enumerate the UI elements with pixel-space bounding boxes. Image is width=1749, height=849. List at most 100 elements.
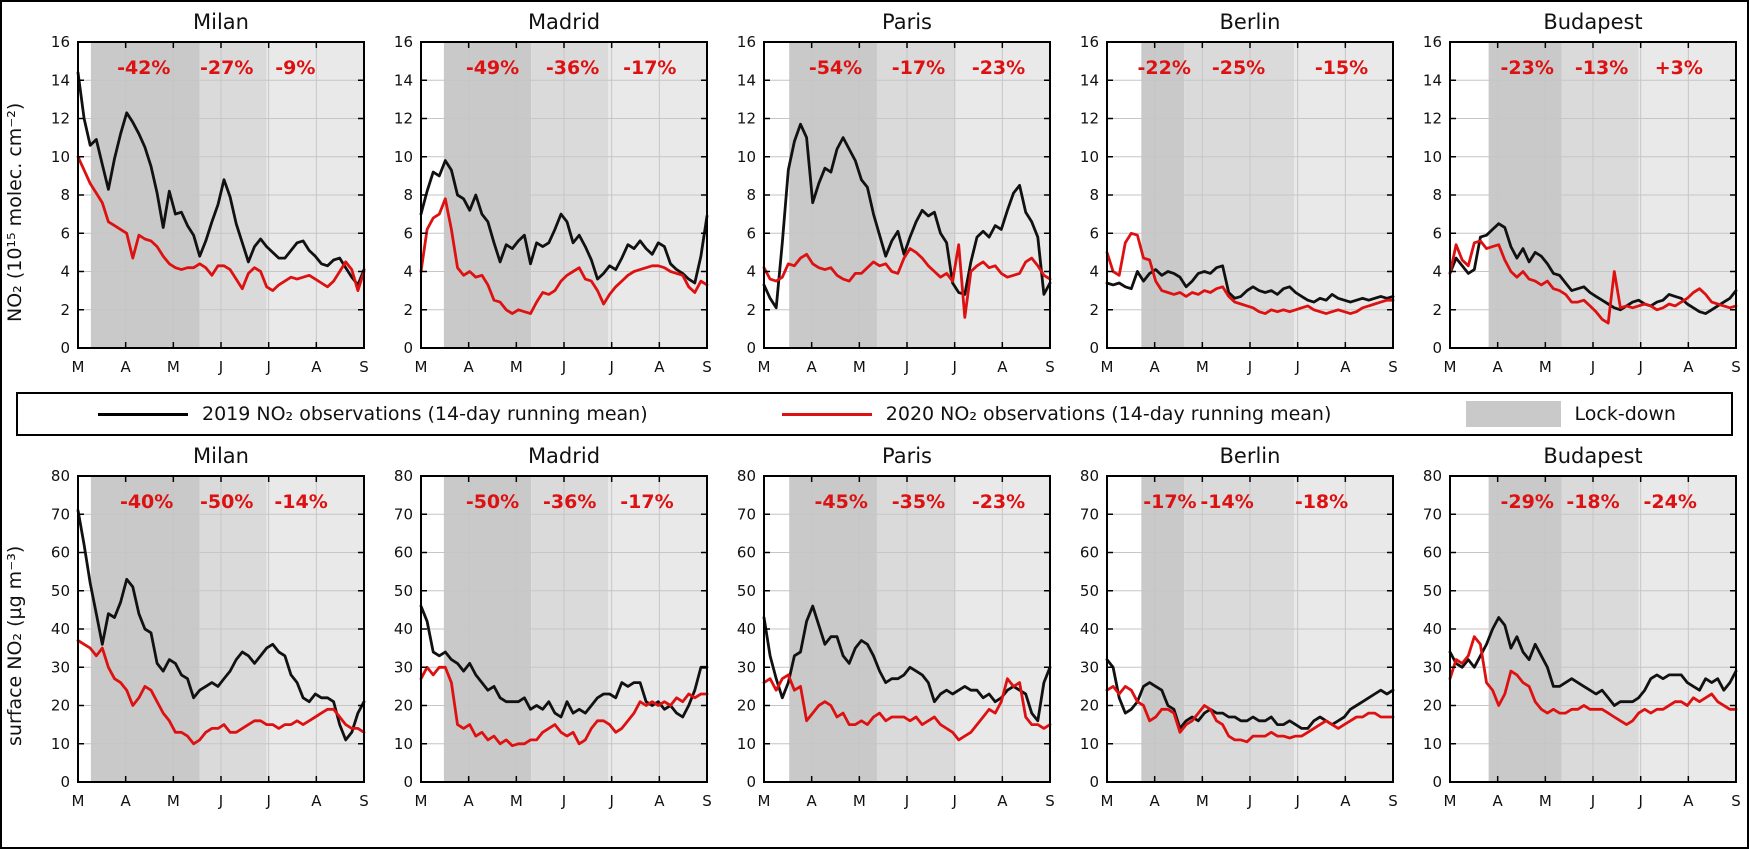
series-line-2020 xyxy=(76,639,366,746)
panel-chart: 0 10 20 30 40 50 60 70 80 M A M J J A S -45% -35% -23% xyxy=(737,470,1055,810)
annotation-label: -50% xyxy=(200,491,253,513)
y-tick-label: 16 xyxy=(51,36,70,51)
panel-budapest-column: Budapest 0 2 4 6 8 10 12 14 16 M A M J J A S -23% -13% +3% xyxy=(1404,8,1741,386)
legend-line-2019-swatch xyxy=(98,412,188,416)
y-tick-label: 50 xyxy=(1423,582,1442,600)
series-line-2019 xyxy=(419,604,709,719)
y-tick-label: 80 xyxy=(394,470,413,485)
y-tick-label: 70 xyxy=(394,505,413,523)
panel-chart: 0 10 20 30 40 50 60 70 80 M A M J J A S -50% -36% -17% xyxy=(394,470,712,810)
panel-madrid-surface: Madrid 0 10 20 30 40 50 60 70 80 M A M J J A S -50% -36% -1… xyxy=(375,442,712,820)
x-tick-label: A xyxy=(311,792,322,810)
y-tick-label: 6 xyxy=(403,224,413,242)
y-tick-label: 60 xyxy=(51,544,70,562)
y-tick-label: 16 xyxy=(1080,36,1099,51)
y-tick-label: 10 xyxy=(1080,735,1099,753)
annotation-label: -23% xyxy=(972,57,1025,79)
y-tick-label: 12 xyxy=(1423,110,1442,128)
series-line-2020 xyxy=(1448,239,1738,325)
series-line-2019 xyxy=(762,122,1052,310)
legend-item-2020: 2020 NO₂ observations (14-day running me… xyxy=(781,403,1331,425)
x-tick-label: J xyxy=(1637,358,1642,376)
legend-item-lockdown: Lock-down xyxy=(1465,401,1676,427)
y-tick-label: 20 xyxy=(1423,697,1442,715)
y-tick-label: 8 xyxy=(403,186,413,204)
panel-chart: 0 2 4 6 8 10 12 14 16 M A M J J A S -49% -36% -17% xyxy=(394,36,712,376)
x-tick-label: J xyxy=(265,792,270,810)
series-line-2019 xyxy=(76,509,366,742)
y-tick-label: 0 xyxy=(1089,339,1099,357)
y-tick-label: 0 xyxy=(1432,339,1442,357)
annotation-label: -27% xyxy=(200,57,253,79)
annotation-label: -35% xyxy=(892,491,945,513)
y-tick-label: 50 xyxy=(394,582,413,600)
x-tick-label: S xyxy=(702,792,712,810)
y-tick-label: 0 xyxy=(60,339,70,357)
x-tick-label: M xyxy=(758,358,771,376)
y-tick-label: 40 xyxy=(1423,620,1442,638)
panel-madrid-column: Madrid 0 2 4 6 8 10 12 14 16 M A M J J A S -49% -36% -17% xyxy=(375,8,712,386)
series-line-2019 xyxy=(1448,616,1738,707)
y-tick-label: 80 xyxy=(1080,470,1099,485)
x-tick-label: A xyxy=(1493,358,1504,376)
y-tick-label: 0 xyxy=(1089,773,1099,791)
annotation-label: -29% xyxy=(1501,491,1554,513)
series-line-2019 xyxy=(1105,658,1395,730)
panel-title: Madrid xyxy=(527,10,601,34)
x-tick-label: A xyxy=(654,358,665,376)
panels-top-row: Milan 0 2 4 6 8 10 12 14 16 M A M J J A S -42% -27% -9% Madr… xyxy=(32,8,1741,386)
y-tick-label: 10 xyxy=(394,735,413,753)
series-line-2020 xyxy=(1448,635,1738,727)
panel-chart: 0 10 20 30 40 50 60 70 80 M A M J J A S -29% -18% -24% xyxy=(1423,470,1741,810)
panel-title: Paris xyxy=(882,10,932,34)
x-tick-label: M xyxy=(1196,792,1209,810)
y-tick-label: 70 xyxy=(1080,505,1099,523)
y-tick-label: 0 xyxy=(60,773,70,791)
y-axis-label-surface-no2: surface NO₂ (µg m⁻³) xyxy=(4,545,26,747)
y-axis-label-column-no2: NO₂ (10¹⁵ molec. cm⁻²) xyxy=(4,102,26,322)
x-tick-label: A xyxy=(997,358,1008,376)
x-tick-label: S xyxy=(1388,358,1398,376)
y-tick-label: 60 xyxy=(737,544,756,562)
y-tick-label: 2 xyxy=(746,301,756,319)
annotation-label: -36% xyxy=(546,57,599,79)
annotation-label: -15% xyxy=(1315,57,1368,79)
x-tick-label: J xyxy=(218,358,223,376)
x-tick-label: J xyxy=(608,792,613,810)
y-tick-label: 14 xyxy=(1423,71,1442,89)
panel-title: Berlin xyxy=(1219,10,1281,34)
legend-label-2019: 2019 NO₂ observations (14-day running me… xyxy=(202,403,648,425)
x-tick-label: J xyxy=(1637,792,1642,810)
y-tick-label: 60 xyxy=(1423,544,1442,562)
x-tick-label: M xyxy=(72,792,85,810)
series-line-2020 xyxy=(76,155,366,293)
x-tick-label: M xyxy=(853,358,866,376)
y-tick-label: 0 xyxy=(746,339,756,357)
series-line-2020 xyxy=(1105,231,1395,316)
x-tick-label: J xyxy=(1590,792,1595,810)
y-tick-label: 30 xyxy=(1423,658,1442,676)
series-line-2020 xyxy=(762,673,1052,742)
y-tick-label: 4 xyxy=(403,263,413,281)
y-tick-label: 40 xyxy=(1080,620,1099,638)
series-line-2020 xyxy=(419,197,709,316)
x-tick-label: J xyxy=(951,358,956,376)
panel-title: Budapest xyxy=(1543,10,1643,34)
x-tick-label: A xyxy=(1683,792,1694,810)
series-line-2019 xyxy=(76,71,366,287)
annotation-label: -17% xyxy=(892,57,945,79)
annotation-label: -25% xyxy=(1212,57,1265,79)
y-tick-label: 4 xyxy=(60,263,70,281)
x-tick-label: M xyxy=(167,792,180,810)
annotation-label: -23% xyxy=(1501,57,1554,79)
series-line-2020 xyxy=(1105,684,1395,744)
y-tick-label: 20 xyxy=(1080,697,1099,715)
annotation-label: +3% xyxy=(1655,57,1703,79)
x-tick-label: M xyxy=(510,792,523,810)
series-line-2019 xyxy=(1448,222,1738,316)
annotation-label: -54% xyxy=(809,57,862,79)
panel-paris-surface: Paris 0 10 20 30 40 50 60 70 80 M A M J J A S -45% -35% -23… xyxy=(718,442,1055,820)
y-tick-label: 30 xyxy=(737,658,756,676)
x-tick-label: M xyxy=(1539,792,1552,810)
